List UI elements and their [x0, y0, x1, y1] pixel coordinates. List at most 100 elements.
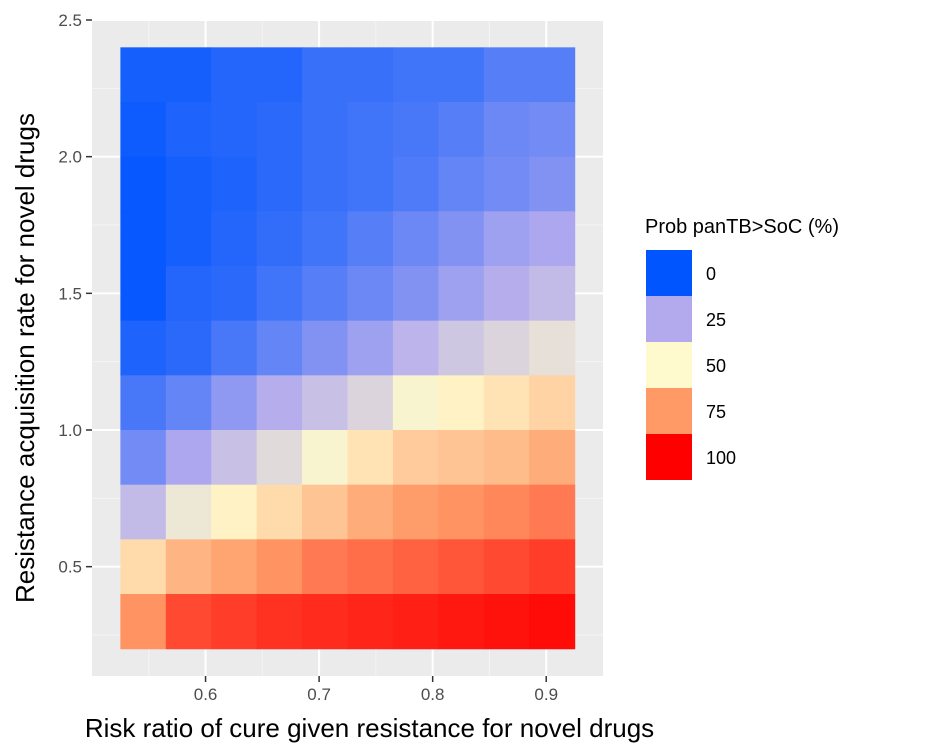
heatmap-cell [438, 211, 485, 267]
heatmap-cell [347, 430, 394, 486]
heatmap-cell [438, 266, 485, 322]
heatmap-cell [438, 375, 485, 431]
heatmap-cell [165, 484, 212, 540]
heatmap-cell [483, 430, 530, 486]
heatmap-cell [165, 47, 212, 103]
heatmap-cell [438, 484, 485, 540]
heatmap-cell [211, 430, 258, 486]
heatmap-cell [347, 594, 394, 650]
heatmap-cell [302, 47, 349, 103]
heatmap-cell [302, 156, 349, 212]
legend-label: 100 [706, 448, 736, 468]
heatmap-cell [211, 320, 258, 376]
heatmap-cell [165, 266, 212, 322]
heatmap-cell [438, 156, 485, 212]
heatmap-cell [483, 320, 530, 376]
heatmap-cell [392, 47, 439, 103]
heatmap-cell [302, 375, 349, 431]
heatmap-cell [302, 266, 349, 322]
heatmap-cell [529, 594, 576, 650]
heatmap-cell [120, 266, 167, 322]
heatmap-cell [529, 102, 576, 158]
heatmap-cell [211, 211, 258, 267]
heatmap-cell [165, 539, 212, 595]
heatmap-cell [120, 320, 167, 376]
heatmap-cell [392, 484, 439, 540]
heatmap-cell [483, 211, 530, 267]
heatmap-cells [120, 47, 576, 650]
heatmap-cell [529, 156, 576, 212]
heatmap-cell [438, 594, 485, 650]
heatmap-cell [165, 430, 212, 486]
heatmap-cell [483, 47, 530, 103]
heatmap-cell [483, 266, 530, 322]
heatmap-cell [211, 47, 258, 103]
heatmap-cell [347, 211, 394, 267]
heatmap-cell [211, 375, 258, 431]
heatmap-cell [483, 539, 530, 595]
heatmap-cell [211, 594, 258, 650]
legend-key [646, 434, 692, 480]
legend-label: 50 [706, 356, 726, 376]
heatmap-cell [438, 102, 485, 158]
heatmap-cell [256, 594, 303, 650]
heatmap-cell [302, 320, 349, 376]
legend-label: 25 [706, 310, 726, 330]
heatmap-cell [256, 156, 303, 212]
heatmap-cell [392, 430, 439, 486]
legend-key [646, 342, 692, 388]
heatmap-cell [347, 320, 394, 376]
heatmap-cell [302, 539, 349, 595]
legend-label: 0 [706, 264, 716, 284]
x-tick-label: 0.8 [421, 685, 445, 704]
heatmap-cell [347, 539, 394, 595]
heatmap-cell [347, 266, 394, 322]
y-tick-label: 1.0 [58, 421, 82, 440]
x-tick-label: 0.6 [194, 685, 218, 704]
heatmap-cell [120, 375, 167, 431]
y-axis-title: Resistance acquisition rate for novel dr… [10, 113, 40, 603]
heatmap-cell [165, 375, 212, 431]
legend-key [646, 388, 692, 434]
heatmap-cell [120, 102, 167, 158]
heatmap-cell [483, 375, 530, 431]
heatmap-cell [347, 102, 394, 158]
heatmap-cell [120, 211, 167, 267]
legend-key [646, 296, 692, 342]
heatmap-cell [483, 594, 530, 650]
heatmap-cell [165, 211, 212, 267]
heatmap-cell [529, 266, 576, 322]
heatmap-cell [529, 320, 576, 376]
heatmap-cell [347, 484, 394, 540]
heatmap-cell [302, 211, 349, 267]
heatmap-cell [483, 102, 530, 158]
heatmap-cell [120, 594, 167, 650]
heatmap-cell [392, 102, 439, 158]
y-tick-label: 1.5 [58, 284, 82, 303]
heatmap-cell [256, 320, 303, 376]
heatmap-cell [165, 594, 212, 650]
heatmap-cell [438, 539, 485, 595]
heatmap-cell [529, 539, 576, 595]
heatmap-cell [438, 430, 485, 486]
heatmap-cell [438, 47, 485, 103]
heatmap-cell [483, 484, 530, 540]
y-tick-label: 2.5 [58, 11, 82, 30]
heatmap-cell [438, 320, 485, 376]
heatmap-cell [529, 375, 576, 431]
heatmap-cell [392, 156, 439, 212]
heatmap-cell [211, 484, 258, 540]
y-tick-label: 0.5 [58, 558, 82, 577]
heatmap-cell [392, 539, 439, 595]
heatmap-cell [256, 539, 303, 595]
heatmap-cell [529, 211, 576, 267]
legend-key [646, 250, 692, 296]
legend-label: 75 [706, 402, 726, 422]
heatmap-cell [165, 320, 212, 376]
heatmap-cell [211, 266, 258, 322]
heatmap-cell [302, 484, 349, 540]
heatmap-cell [302, 430, 349, 486]
legend-title: Prob panTB>SoC (%) [645, 216, 839, 238]
x-axis-title: Risk ratio of cure given resistance for … [85, 713, 654, 743]
